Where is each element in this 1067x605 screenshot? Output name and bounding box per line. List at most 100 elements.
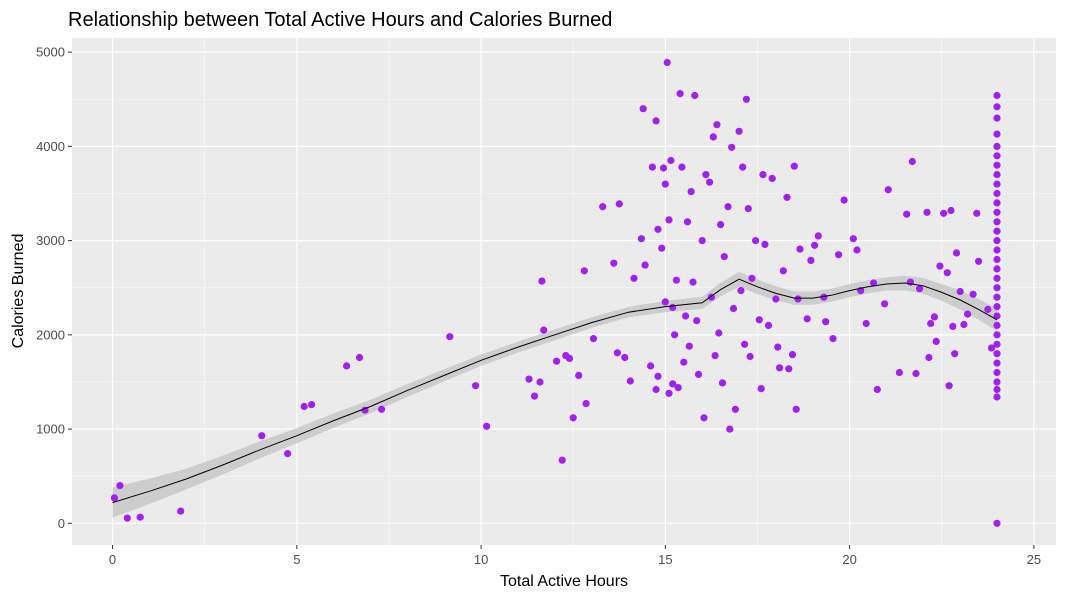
- data-point: [742, 95, 751, 103]
- data-point: [862, 319, 870, 328]
- data-point: [663, 58, 671, 67]
- data-point: [757, 385, 765, 393]
- data-point: [993, 293, 1001, 301]
- data-point: [610, 259, 618, 267]
- data-point: [772, 295, 780, 303]
- data-point: [792, 405, 800, 413]
- data-point: [538, 277, 546, 285]
- data-point: [724, 203, 732, 211]
- data-point: [993, 218, 1001, 226]
- data-point: [835, 251, 843, 259]
- data-point: [123, 514, 131, 522]
- data-point: [553, 357, 561, 365]
- data-point: [446, 333, 454, 341]
- data-point: [558, 456, 566, 464]
- x-tick-label: 25: [1027, 552, 1041, 567]
- y-tick-label: 3000: [36, 233, 65, 248]
- data-point: [840, 196, 848, 204]
- data-point: [741, 340, 749, 348]
- data-point: [472, 382, 480, 390]
- data-point: [718, 379, 727, 387]
- data-point: [694, 370, 703, 378]
- data-point: [993, 237, 1001, 245]
- data-point: [530, 392, 539, 400]
- data-point: [870, 279, 878, 287]
- data-point: [993, 385, 1001, 394]
- data-point: [881, 300, 889, 308]
- data-point: [925, 353, 933, 362]
- data-point: [820, 293, 828, 301]
- data-point: [761, 240, 769, 248]
- data-point: [639, 105, 647, 113]
- data-point: [678, 163, 686, 171]
- data-point: [993, 114, 1001, 122]
- data-point: [814, 232, 822, 240]
- data-point: [993, 331, 1001, 339]
- data-point: [993, 303, 1001, 311]
- data-point: [687, 188, 695, 196]
- data-point: [355, 353, 364, 362]
- data-point: [621, 353, 629, 362]
- x-axis-ticks: 0 5 10 15 20 25: [109, 545, 1041, 567]
- data-point: [575, 371, 583, 379]
- data-point: [895, 368, 904, 377]
- data-point: [691, 91, 699, 100]
- data-point: [258, 432, 266, 440]
- data-point: [672, 276, 681, 284]
- data-point: [993, 393, 1001, 401]
- data-point: [378, 405, 386, 413]
- data-point: [993, 227, 1001, 235]
- data-point: [993, 171, 1001, 179]
- data-point: [987, 344, 996, 352]
- data-point: [956, 287, 964, 296]
- data-point: [993, 368, 1001, 377]
- data-point: [811, 241, 819, 249]
- data-point: [626, 377, 634, 385]
- x-tick-label: 15: [658, 552, 672, 567]
- data-point: [969, 290, 977, 298]
- data-point: [693, 317, 701, 325]
- data-point: [796, 245, 804, 253]
- data-point: [720, 253, 728, 261]
- data-point: [774, 343, 782, 351]
- x-tick-label: 0: [109, 552, 116, 567]
- data-point: [630, 274, 638, 282]
- y-tick-label: 5000: [36, 45, 65, 60]
- data-point: [776, 364, 784, 372]
- data-point: [748, 274, 756, 282]
- data-point: [669, 380, 677, 388]
- data-point: [717, 221, 725, 229]
- data-point: [599, 203, 607, 211]
- data-point: [685, 342, 693, 350]
- data-point: [680, 358, 688, 366]
- data-point: [993, 161, 1001, 169]
- data-point: [993, 180, 1001, 188]
- data-point: [637, 235, 646, 243]
- x-tick-label: 10: [474, 552, 488, 567]
- data-point: [873, 385, 881, 394]
- data-point: [785, 365, 793, 373]
- data-point: [728, 143, 736, 151]
- data-point: [669, 303, 677, 312]
- data-point: [483, 422, 491, 430]
- data-point: [654, 225, 662, 233]
- data-point: [682, 312, 690, 320]
- data-point: [993, 378, 1001, 386]
- data-point: [744, 205, 752, 213]
- y-tick-label: 2000: [36, 327, 65, 342]
- data-point: [923, 208, 931, 216]
- data-point: [706, 178, 714, 186]
- data-point: [525, 375, 533, 383]
- data-point: [973, 209, 981, 217]
- data-point: [661, 298, 669, 306]
- data-point: [731, 405, 740, 413]
- data-point: [951, 350, 959, 358]
- data-point: [589, 335, 598, 343]
- data-point: [908, 157, 916, 166]
- data-point: [993, 152, 1001, 160]
- data-point: [930, 313, 939, 321]
- data-point: [177, 507, 185, 515]
- data-point: [665, 389, 673, 397]
- data-point: [783, 193, 791, 201]
